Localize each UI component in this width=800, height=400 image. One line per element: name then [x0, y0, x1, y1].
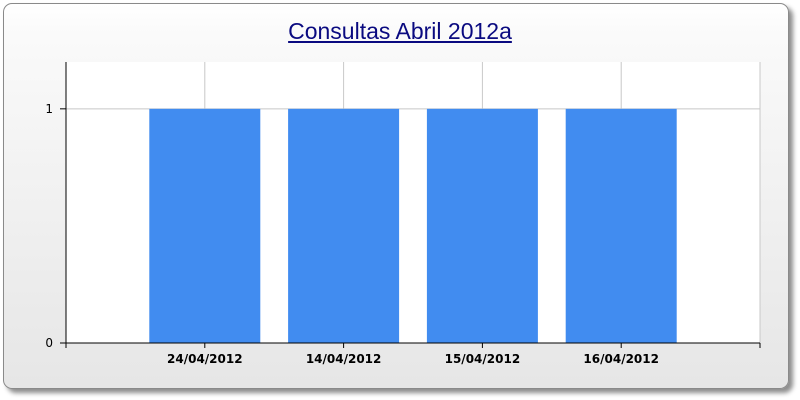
x-tick-label: 15/04/2012 [445, 352, 521, 366]
y-tick-label: 1 [45, 102, 53, 116]
x-tick-label: 16/04/2012 [583, 352, 659, 366]
bars [149, 108, 677, 343]
bar-15/04/2012[interactable] [426, 108, 538, 343]
bar-14/04/2012[interactable] [288, 108, 400, 343]
bar-24/04/2012[interactable] [149, 108, 261, 343]
x-tick-label: 14/04/2012 [306, 352, 382, 366]
bar-16/04/2012[interactable] [565, 108, 677, 343]
y-tick-label: 0 [45, 336, 53, 350]
x-tick-label: 24/04/2012 [167, 352, 243, 366]
axis-labels: 0 1 24/04/2012 14/04/2012 15/04/2012 16/04/20… [45, 102, 659, 366]
axes [60, 62, 761, 348]
chart-title[interactable]: Consultas Abril 2012a [288, 18, 512, 44]
